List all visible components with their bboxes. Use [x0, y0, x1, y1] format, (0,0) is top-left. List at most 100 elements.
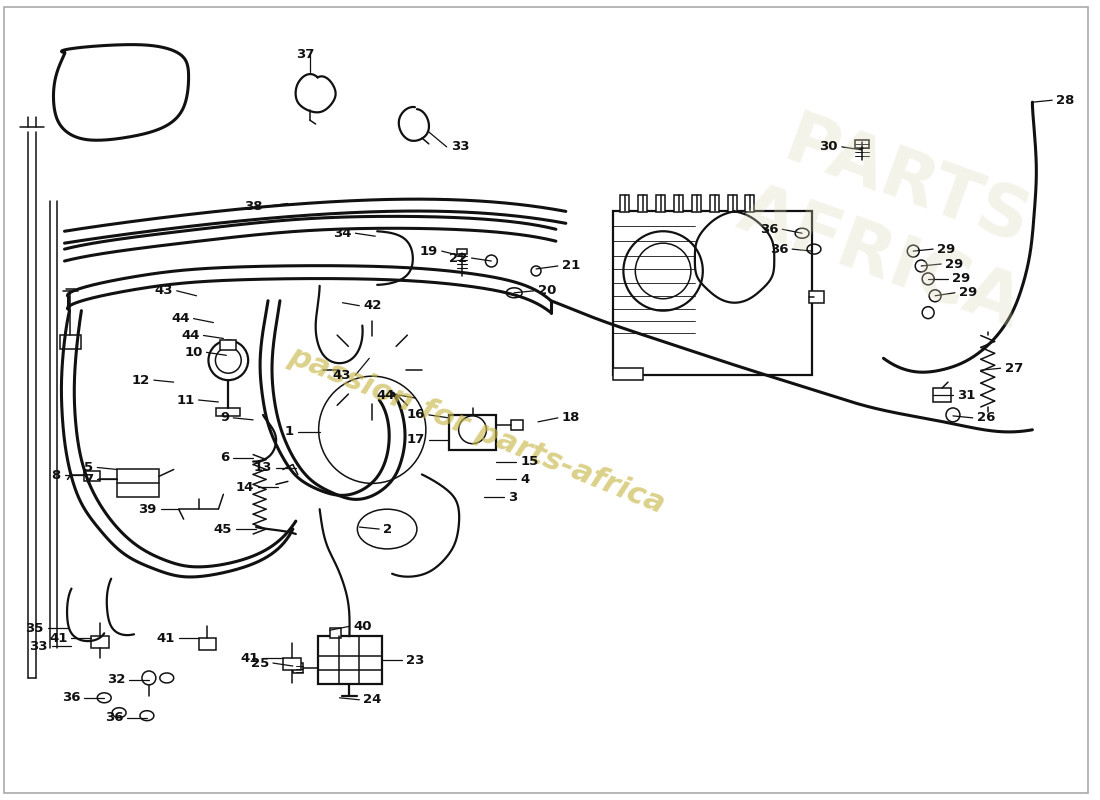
Circle shape — [322, 380, 422, 479]
Circle shape — [485, 255, 497, 267]
Text: 41: 41 — [156, 632, 175, 645]
Bar — [692, 194, 701, 212]
Text: 3: 3 — [508, 490, 517, 504]
Bar — [198, 638, 217, 650]
Circle shape — [319, 376, 426, 483]
Text: 33: 33 — [451, 140, 470, 154]
Bar — [614, 211, 812, 375]
Text: 18: 18 — [562, 411, 580, 424]
Bar — [117, 470, 158, 498]
Text: 22: 22 — [449, 251, 468, 265]
Text: 39: 39 — [139, 502, 157, 516]
Text: 36: 36 — [770, 242, 789, 256]
Text: 41: 41 — [50, 632, 67, 645]
Text: 6: 6 — [220, 451, 229, 464]
Bar — [293, 663, 303, 673]
Bar — [512, 420, 524, 430]
Text: 11: 11 — [176, 394, 195, 406]
Text: passion for parts-africa: passion for parts-africa — [284, 341, 669, 519]
Circle shape — [636, 243, 691, 298]
Text: 41: 41 — [241, 651, 260, 665]
Text: 8: 8 — [52, 469, 60, 482]
Text: 16: 16 — [407, 408, 425, 422]
Circle shape — [531, 266, 541, 276]
Bar — [85, 471, 100, 482]
Text: 35: 35 — [25, 622, 44, 635]
Bar — [933, 388, 952, 402]
Text: 24: 24 — [363, 694, 382, 706]
Text: 43: 43 — [154, 284, 173, 298]
Text: 14: 14 — [235, 481, 254, 494]
Text: 45: 45 — [213, 522, 232, 535]
Text: 33: 33 — [29, 640, 47, 653]
Circle shape — [459, 416, 486, 444]
Bar — [283, 658, 300, 670]
Bar — [855, 140, 869, 148]
Bar — [91, 636, 109, 648]
Bar — [727, 194, 737, 212]
Text: 36: 36 — [760, 222, 779, 236]
Text: 1: 1 — [285, 426, 294, 438]
Text: 29: 29 — [952, 272, 970, 286]
Text: 36: 36 — [62, 691, 80, 704]
Text: 20: 20 — [538, 284, 557, 298]
Text: 29: 29 — [959, 286, 977, 299]
Text: 42: 42 — [363, 299, 382, 312]
Bar — [318, 636, 382, 684]
Text: 15: 15 — [520, 455, 538, 468]
Text: 9: 9 — [220, 411, 229, 424]
Bar — [330, 628, 341, 638]
Bar — [746, 194, 755, 212]
Bar — [217, 408, 240, 416]
Circle shape — [922, 306, 934, 318]
Bar — [710, 194, 718, 212]
Text: 26: 26 — [977, 411, 996, 424]
Text: 31: 31 — [957, 389, 976, 402]
Text: 32: 32 — [107, 674, 125, 686]
Bar — [620, 194, 629, 212]
Circle shape — [908, 245, 920, 257]
Bar — [59, 335, 81, 350]
Text: PARTS
AFRICA: PARTS AFRICA — [728, 101, 1058, 342]
Text: 44: 44 — [376, 389, 395, 402]
Text: 28: 28 — [1056, 94, 1075, 106]
Bar — [614, 368, 644, 380]
Circle shape — [946, 408, 960, 422]
Circle shape — [216, 347, 241, 373]
Text: 4: 4 — [520, 473, 529, 486]
Text: 23: 23 — [406, 654, 425, 666]
Circle shape — [930, 290, 940, 302]
Circle shape — [624, 231, 703, 310]
Text: 36: 36 — [104, 711, 123, 724]
Text: 29: 29 — [945, 258, 964, 270]
Text: 10: 10 — [184, 346, 202, 359]
Text: 43: 43 — [333, 369, 351, 382]
Circle shape — [339, 396, 406, 463]
Text: 30: 30 — [820, 140, 838, 154]
Text: 17: 17 — [407, 434, 425, 446]
Text: 27: 27 — [1004, 362, 1023, 374]
Bar — [674, 194, 683, 212]
Bar — [220, 341, 236, 350]
Text: 37: 37 — [297, 48, 315, 61]
Bar — [808, 291, 824, 302]
Bar — [456, 249, 466, 254]
Text: 19: 19 — [419, 245, 438, 258]
Circle shape — [922, 273, 934, 285]
Text: 7: 7 — [85, 473, 94, 486]
Text: 2: 2 — [383, 522, 393, 535]
Bar — [657, 194, 665, 212]
Circle shape — [209, 341, 249, 380]
Text: 25: 25 — [251, 657, 270, 670]
Text: 34: 34 — [333, 226, 351, 240]
Bar — [638, 194, 647, 212]
Text: 44: 44 — [182, 329, 199, 342]
Circle shape — [142, 671, 156, 685]
Bar — [449, 415, 496, 450]
Text: 12: 12 — [132, 374, 150, 386]
Text: 38: 38 — [243, 200, 262, 213]
Text: 21: 21 — [562, 259, 580, 273]
Text: 13: 13 — [254, 461, 272, 474]
Text: 44: 44 — [172, 312, 189, 325]
Text: 5: 5 — [85, 461, 94, 474]
